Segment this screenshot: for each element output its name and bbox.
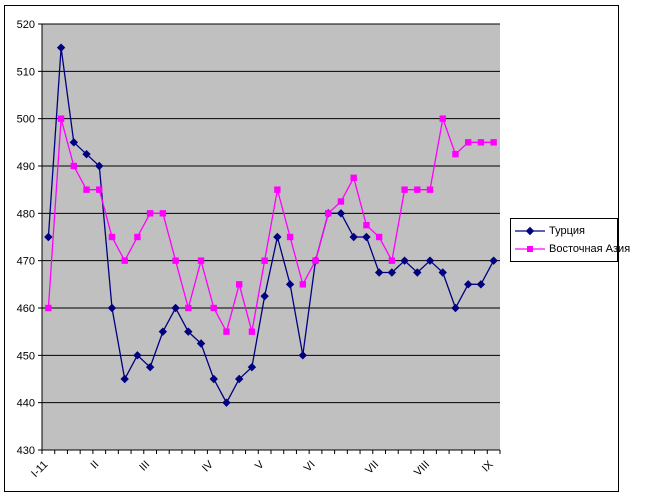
x-tick-label: VIII: [412, 459, 432, 479]
data-point: [388, 257, 396, 264]
data-point: [312, 257, 319, 264]
data-point: [439, 115, 446, 122]
data-point: [210, 304, 217, 312]
data-point: [197, 257, 205, 264]
y-tick-label: 510: [17, 66, 35, 78]
y-tick-label: 470: [17, 256, 35, 268]
data-point: [95, 161, 104, 171]
east-asia-series-marker-icon: [515, 243, 545, 255]
data-point: [247, 362, 257, 372]
data-point: [463, 280, 473, 289]
data-point: [273, 232, 282, 242]
data-point: [363, 221, 370, 229]
data-point: [172, 257, 179, 264]
data-point: [298, 351, 308, 360]
data-point: [120, 374, 129, 384]
data-point: [477, 139, 485, 146]
data-point: [336, 209, 346, 218]
data-point: [248, 328, 256, 335]
data-point: [349, 232, 358, 242]
x-tick-label: V: [253, 458, 267, 472]
data-point: [260, 291, 269, 301]
legend: Турция Восточная Азия: [510, 218, 630, 262]
data-point: [83, 186, 90, 193]
x-tick-label: III: [137, 459, 152, 474]
data-point: [69, 138, 79, 147]
data-point: [414, 186, 421, 193]
data-point: [159, 210, 167, 217]
data-point: [70, 162, 78, 170]
data-point: [452, 150, 459, 158]
chart-frame: 520 510 500 490 480 470 460 450 440 430 I-11 II III I…: [4, 5, 630, 492]
y-tick-label: 490: [17, 161, 35, 173]
data-point: [285, 280, 295, 289]
data-point: [375, 233, 383, 241]
x-tick-label: VI: [302, 459, 318, 475]
data-point: [107, 303, 117, 313]
data-point: [146, 210, 154, 217]
turkey-series-marker-icon: [515, 225, 545, 237]
data-point: [108, 233, 116, 241]
data-point: [286, 233, 294, 241]
data-point: [185, 304, 192, 312]
y-tick-label: 450: [17, 350, 35, 362]
data-point: [337, 198, 345, 205]
data-point: [401, 186, 408, 193]
data-point: [223, 328, 230, 335]
data-point: [374, 268, 384, 277]
legend-label-turkey: Турция: [549, 225, 585, 237]
data-point: [145, 362, 155, 372]
data-point: [209, 374, 218, 384]
data-point: [133, 351, 142, 360]
data-point: [400, 256, 409, 265]
data-point: [362, 232, 371, 242]
data-point: [426, 186, 434, 193]
plot-area: [42, 24, 500, 450]
data-point: [45, 304, 52, 312]
data-point: [196, 339, 206, 348]
x-tick-label: IV: [200, 458, 216, 474]
y-tick-label: 520: [17, 19, 35, 31]
data-point: [158, 327, 168, 336]
data-point: [121, 257, 128, 264]
x-tick-label: I-11: [29, 459, 50, 480]
data-point: [134, 233, 141, 241]
data-point: [184, 327, 193, 336]
y-tick-label: 460: [17, 303, 35, 315]
data-point: [350, 174, 357, 182]
x-tick-label: VII: [363, 459, 381, 477]
data-point: [261, 257, 268, 264]
y-tick-label: 440: [17, 398, 35, 410]
data-point: [464, 139, 472, 146]
legend-item-east-asia: Восточная Азия: [515, 240, 630, 258]
data-point: [451, 303, 460, 313]
y-tick-label: 480: [17, 208, 35, 220]
data-point: [476, 280, 486, 289]
x-tick-label: IX: [480, 458, 496, 474]
y-tick-label: 500: [17, 114, 35, 126]
data-point: [299, 281, 307, 288]
data-point: [387, 268, 397, 277]
data-point: [413, 268, 422, 277]
legend-label-east-asia: Восточная Азия: [549, 243, 631, 255]
data-point: [56, 43, 66, 52]
data-point: [96, 186, 103, 193]
y-tick-label: 430: [17, 445, 35, 457]
data-point: [82, 149, 91, 159]
data-point: [171, 303, 180, 313]
data-point: [44, 232, 53, 242]
data-point: [425, 256, 435, 265]
data-point: [222, 398, 231, 407]
data-point: [438, 268, 447, 277]
data-point: [274, 186, 281, 193]
x-tick-label: II: [89, 459, 102, 472]
data-point: [490, 139, 497, 146]
data-point: [234, 374, 244, 384]
legend-item-turkey: Турция: [515, 222, 615, 240]
data-point: [57, 115, 65, 122]
data-point: [325, 210, 332, 217]
data-point: [489, 256, 498, 265]
data-point: [235, 281, 243, 288]
